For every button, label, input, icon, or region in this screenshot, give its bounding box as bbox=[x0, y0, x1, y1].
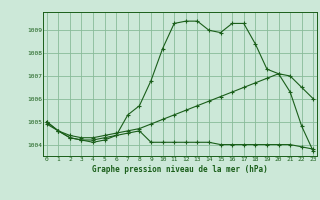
X-axis label: Graphe pression niveau de la mer (hPa): Graphe pression niveau de la mer (hPa) bbox=[92, 165, 268, 174]
